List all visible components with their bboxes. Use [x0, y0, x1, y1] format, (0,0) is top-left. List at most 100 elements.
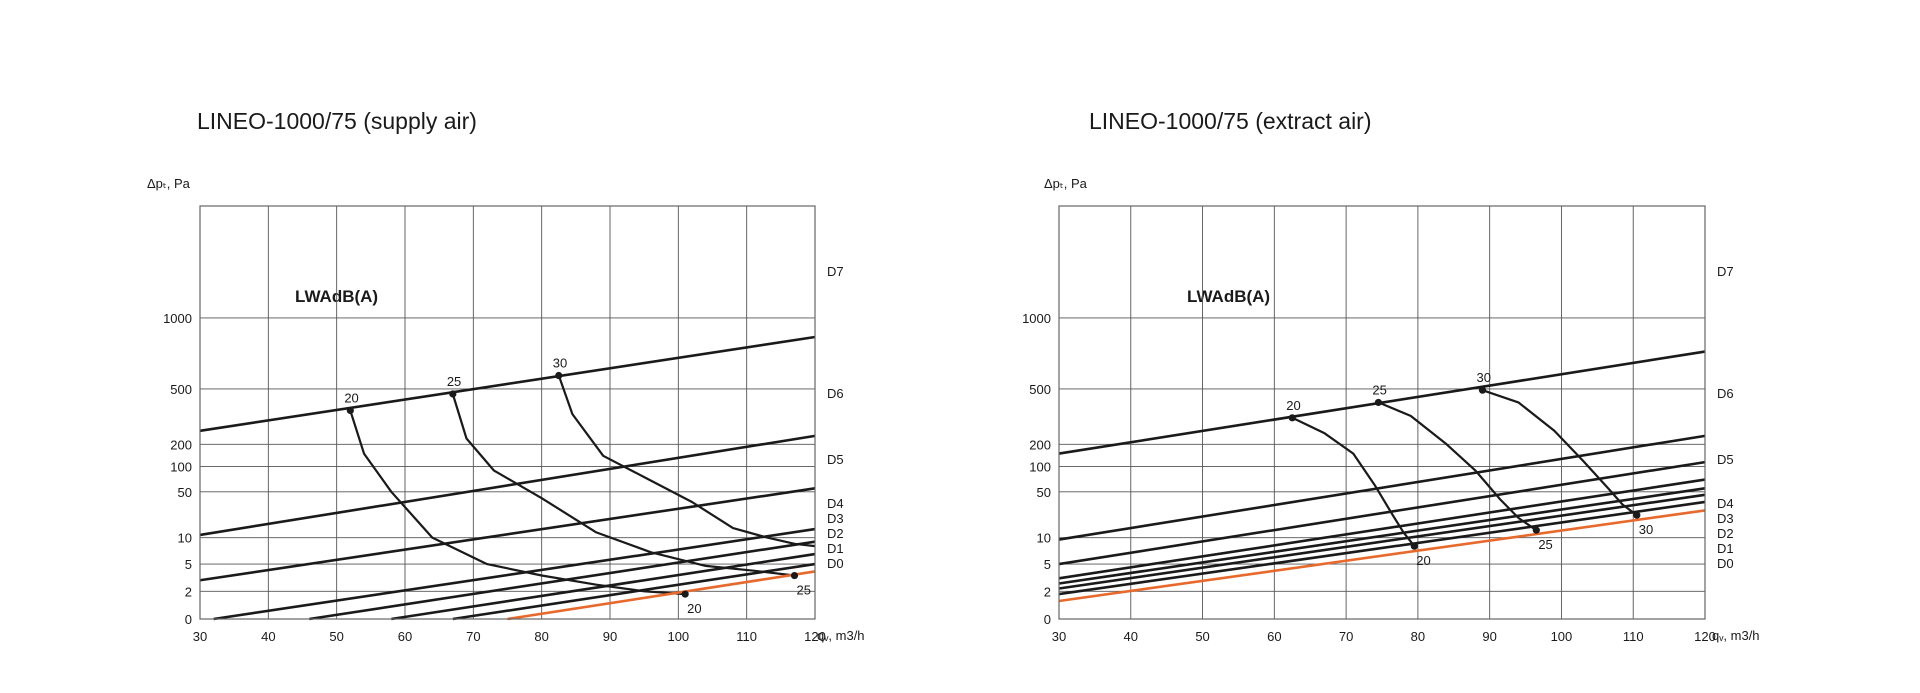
series-line-d4 [1058, 478, 1706, 580]
noise-curve-20 [349, 410, 686, 596]
y-axis-label: Δpₜ, Pa [1044, 176, 1088, 191]
noise-point [1532, 526, 1540, 534]
noise-point-label: 20 [1416, 553, 1430, 568]
noise-point-label: 20 [344, 391, 358, 406]
noise-point [1633, 511, 1641, 519]
series-line-d0 [507, 570, 816, 621]
x-tick-label: 40 [261, 629, 275, 644]
x-tick-label: 100 [1551, 629, 1573, 644]
chart-title: LINEO-1000/75 (supply air) [197, 108, 477, 134]
x-tick-label: 80 [1411, 629, 1425, 644]
series-label-d4: D4 [827, 496, 844, 511]
noise-point [449, 390, 457, 398]
series-label-d6: D6 [1717, 386, 1734, 401]
plot-frame [1058, 205, 1706, 620]
x-tick-label: 60 [398, 629, 412, 644]
chart-supply-air: LINEO-1000/75 (supply air) Δpₜ, Pa qᵥ, m… [147, 108, 865, 644]
y-tick-label: 2 [185, 584, 192, 599]
series-line-d3 [309, 540, 816, 621]
series-label-d7: D7 [827, 264, 844, 279]
noise-point-label: 30 [553, 356, 567, 371]
series-label-d0: D0 [1717, 556, 1734, 571]
series-line-d6 [199, 434, 816, 537]
y-tick-label: 50 [178, 485, 192, 500]
x-tick-label: 110 [736, 629, 757, 644]
noise-curve-30 [1482, 389, 1638, 517]
series-label-d1: D1 [1717, 541, 1734, 556]
y-tick-label: 10 [1037, 531, 1051, 546]
noise-point [346, 406, 354, 415]
series-label-d2: D2 [1717, 526, 1734, 541]
lwa-annotation: LWAdB(A) [1187, 287, 1270, 306]
x-tick-label: 60 [1267, 629, 1281, 644]
series-line-d5 [199, 487, 816, 582]
x-tick-label: 120 [1694, 629, 1716, 644]
x-tick-label: 120 [804, 629, 826, 644]
noise-point [1288, 414, 1296, 422]
x-tick-label: 50 [1195, 629, 1209, 644]
y-tick-label: 200 [1029, 437, 1051, 452]
y-tick-label: 50 [1037, 485, 1051, 500]
noise-point [1410, 542, 1418, 550]
x-tick-label: 70 [1339, 629, 1353, 644]
x-tick-label: 90 [1482, 629, 1496, 644]
noise-curve-25 [451, 393, 795, 577]
noise-point [681, 590, 689, 598]
series-line-d1 [452, 562, 816, 621]
series-line-d6 [1058, 434, 1706, 541]
series-label-d1: D1 [827, 541, 844, 556]
noise-point [790, 571, 799, 580]
noise-points: 20 25 30 20 25 [344, 356, 811, 617]
series-line-d0 [1058, 509, 1706, 603]
x-tick-label: 100 [667, 629, 689, 644]
y-tick-label: 500 [1029, 382, 1051, 397]
y-tick-label: 0 [1044, 612, 1051, 627]
noise-point [555, 371, 563, 380]
chart-title: LINEO-1000/75 (extract air) [1089, 108, 1372, 134]
noise-curve-25 [1377, 401, 1537, 532]
tick-labels: 30 40 50 60 70 80 90 100 110 12002510501002005001… [163, 311, 826, 644]
chart-extract-air: LINEO-1000/75 (extract air) Δpₜ, Pa qᵥ, … [1022, 108, 1759, 644]
x-tick-label: 70 [466, 629, 480, 644]
series-label-d4: D4 [1717, 496, 1734, 511]
noise-point-label: 25 [1372, 382, 1386, 397]
series-line-d2 [1058, 493, 1706, 590]
series-label-d5: D5 [1717, 452, 1734, 467]
x-tick-label: 40 [1124, 629, 1138, 644]
x-axis-label: qᵥ, m3/h [817, 628, 865, 643]
y-tick-label: 2 [1044, 584, 1051, 599]
y-tick-label: 100 [170, 460, 192, 475]
x-axis-label: qᵥ, m3/h [1712, 628, 1760, 643]
noise-point-label: 25 [797, 583, 811, 598]
series-line-d2 [391, 552, 816, 621]
noise-point-label: 25 [1538, 537, 1552, 552]
x-tick-label: 30 [193, 629, 207, 644]
noise-points: 20 25 30 20 25 30 [1286, 370, 1653, 568]
series-line-d7 [199, 335, 816, 433]
noise-point [1478, 386, 1487, 394]
y-tick-label: 0 [185, 612, 192, 627]
x-tick-label: 110 [1623, 629, 1644, 644]
noise-point-label: 20 [1286, 398, 1300, 413]
y-tick-label: 5 [1044, 557, 1051, 572]
series-label-d6: D6 [827, 386, 844, 401]
y-tick-label: 10 [178, 531, 192, 546]
series-label-d3: D3 [1717, 511, 1734, 526]
series-label-d7: D7 [1717, 264, 1734, 279]
noise-point-label: 30 [1476, 370, 1490, 385]
y-tick-label: 200 [170, 437, 192, 452]
noise-point-label: 30 [1639, 522, 1653, 537]
noise-curves [349, 375, 816, 596]
series-label-d5: D5 [827, 452, 844, 467]
series-label-d2: D2 [827, 526, 844, 541]
tick-labels: 30 40 50 60 70 80 90 100 110 12002510501002005001… [1022, 311, 1716, 644]
y-tick-label: 1000 [163, 311, 192, 326]
noise-curve-30 [557, 375, 816, 548]
series-line-d3 [1058, 487, 1706, 585]
series-line-d5 [1058, 460, 1706, 566]
x-tick-label: 80 [534, 629, 548, 644]
series-label-d0: D0 [827, 556, 844, 571]
